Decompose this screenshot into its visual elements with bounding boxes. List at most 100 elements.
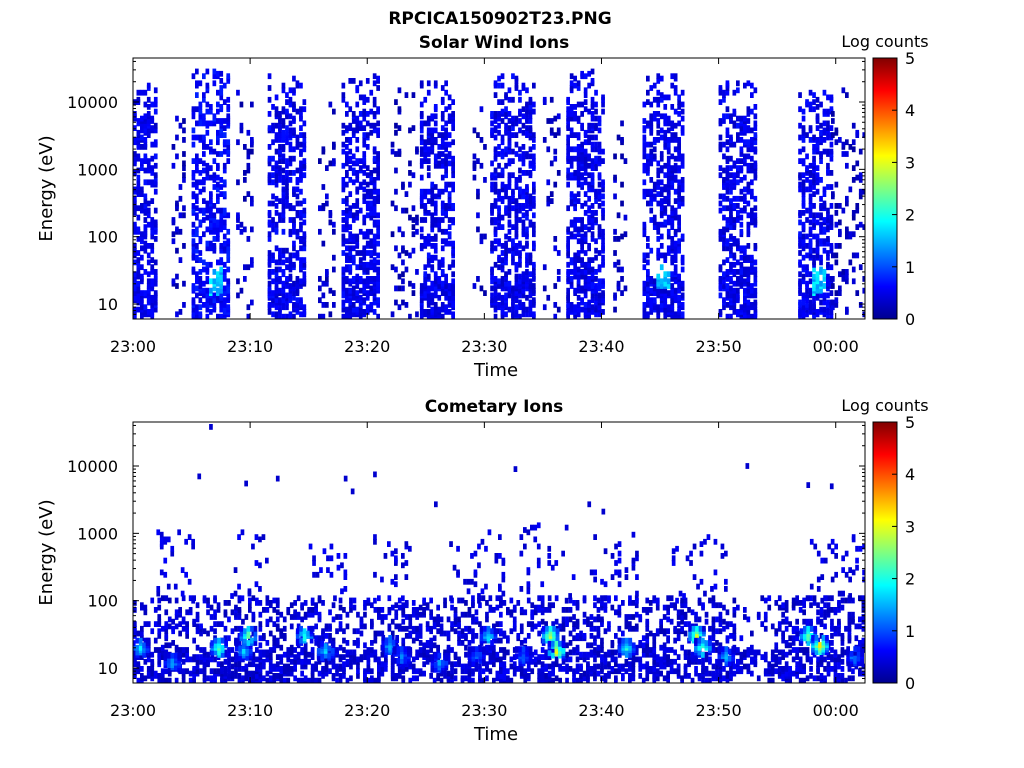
data-cell xyxy=(205,144,210,150)
data-cell xyxy=(140,245,144,252)
data-cell xyxy=(580,238,584,245)
data-cell xyxy=(302,120,307,127)
data-cell xyxy=(440,257,445,263)
data-cell xyxy=(556,269,561,275)
data-cell xyxy=(594,306,598,313)
data-cell xyxy=(569,231,574,238)
data-cell xyxy=(528,205,533,212)
data-cell xyxy=(521,276,526,282)
data-cell xyxy=(601,309,605,315)
data-cell xyxy=(143,609,148,616)
data-cell xyxy=(659,287,664,294)
data-cell xyxy=(430,313,435,319)
data-cell xyxy=(182,177,186,183)
data-cell xyxy=(314,602,318,609)
data-cell xyxy=(300,647,304,653)
data-cell xyxy=(649,85,654,91)
data-cell xyxy=(798,219,802,226)
data-cell xyxy=(532,273,536,280)
data-cell xyxy=(376,233,380,240)
data-cell xyxy=(507,172,512,179)
data-cell xyxy=(746,228,751,235)
data-cell xyxy=(332,158,336,164)
data-cell xyxy=(299,160,303,167)
data-cell xyxy=(219,283,224,289)
data-cell xyxy=(566,309,570,315)
data-cell xyxy=(146,104,151,110)
data-cell xyxy=(366,656,371,663)
data-cell xyxy=(160,654,165,660)
data-cell xyxy=(732,203,737,209)
data-cell xyxy=(213,628,217,635)
data-cell xyxy=(490,217,494,223)
data-cell xyxy=(490,127,494,134)
data-cell xyxy=(739,228,744,235)
data-cell xyxy=(831,118,835,124)
data-cell xyxy=(601,148,605,155)
data-cell xyxy=(659,264,664,271)
data-cell xyxy=(583,231,588,238)
y-axis-label: Energy (eV) xyxy=(36,135,57,241)
data-cell xyxy=(642,193,647,200)
data-cell xyxy=(150,309,155,315)
data-cell xyxy=(447,160,452,167)
data-cell xyxy=(236,179,240,186)
data-cell xyxy=(216,226,220,233)
data-cell xyxy=(739,269,744,275)
data-cell xyxy=(476,212,480,219)
data-cell xyxy=(376,259,380,266)
data-cell xyxy=(321,184,326,190)
data-cell xyxy=(372,205,377,212)
data-cell xyxy=(649,160,654,167)
data-cell xyxy=(150,141,155,148)
data-cell xyxy=(202,113,206,120)
data-cell xyxy=(209,165,213,171)
data-cell xyxy=(288,160,293,167)
data-cell xyxy=(255,673,259,679)
data-cell xyxy=(549,198,554,204)
data-cell xyxy=(363,668,367,675)
data-cell xyxy=(440,96,445,103)
data-cell xyxy=(271,200,275,207)
data-cell xyxy=(587,127,591,134)
data-cell xyxy=(808,198,813,204)
data-cell xyxy=(573,269,577,275)
data-cell xyxy=(732,120,737,127)
data-cell xyxy=(213,614,217,620)
data-cell xyxy=(646,311,650,318)
data-cell xyxy=(518,174,522,181)
data-cell xyxy=(680,108,685,115)
data-cell xyxy=(511,306,515,313)
data-cell xyxy=(226,278,231,285)
data-cell xyxy=(140,625,144,632)
data-cell xyxy=(153,188,158,195)
data-cell xyxy=(338,597,343,604)
data-cell xyxy=(440,261,445,268)
data-cell xyxy=(146,656,151,663)
data-cell xyxy=(362,231,367,238)
data-cell xyxy=(451,294,455,301)
data-cell xyxy=(829,125,834,131)
data-cell xyxy=(444,181,448,188)
data-cell xyxy=(841,87,846,94)
data-cell xyxy=(525,257,529,263)
data-cell xyxy=(140,231,144,238)
data-cell xyxy=(680,280,685,287)
data-cell xyxy=(278,276,282,282)
data-cell xyxy=(299,82,303,89)
data-cell xyxy=(365,240,370,247)
data-cell xyxy=(274,160,279,167)
data-cell xyxy=(345,311,349,318)
data-cell xyxy=(673,292,678,299)
data-cell xyxy=(341,306,346,313)
data-cell xyxy=(753,243,758,249)
data-cell xyxy=(528,96,533,103)
data-cell xyxy=(858,148,863,155)
data-cell xyxy=(216,89,220,96)
data-cell xyxy=(274,132,279,138)
data-cell xyxy=(504,111,508,117)
data-cell xyxy=(573,217,577,223)
data-cell xyxy=(490,292,494,299)
data-cell xyxy=(507,111,512,117)
data-cell xyxy=(490,245,494,252)
